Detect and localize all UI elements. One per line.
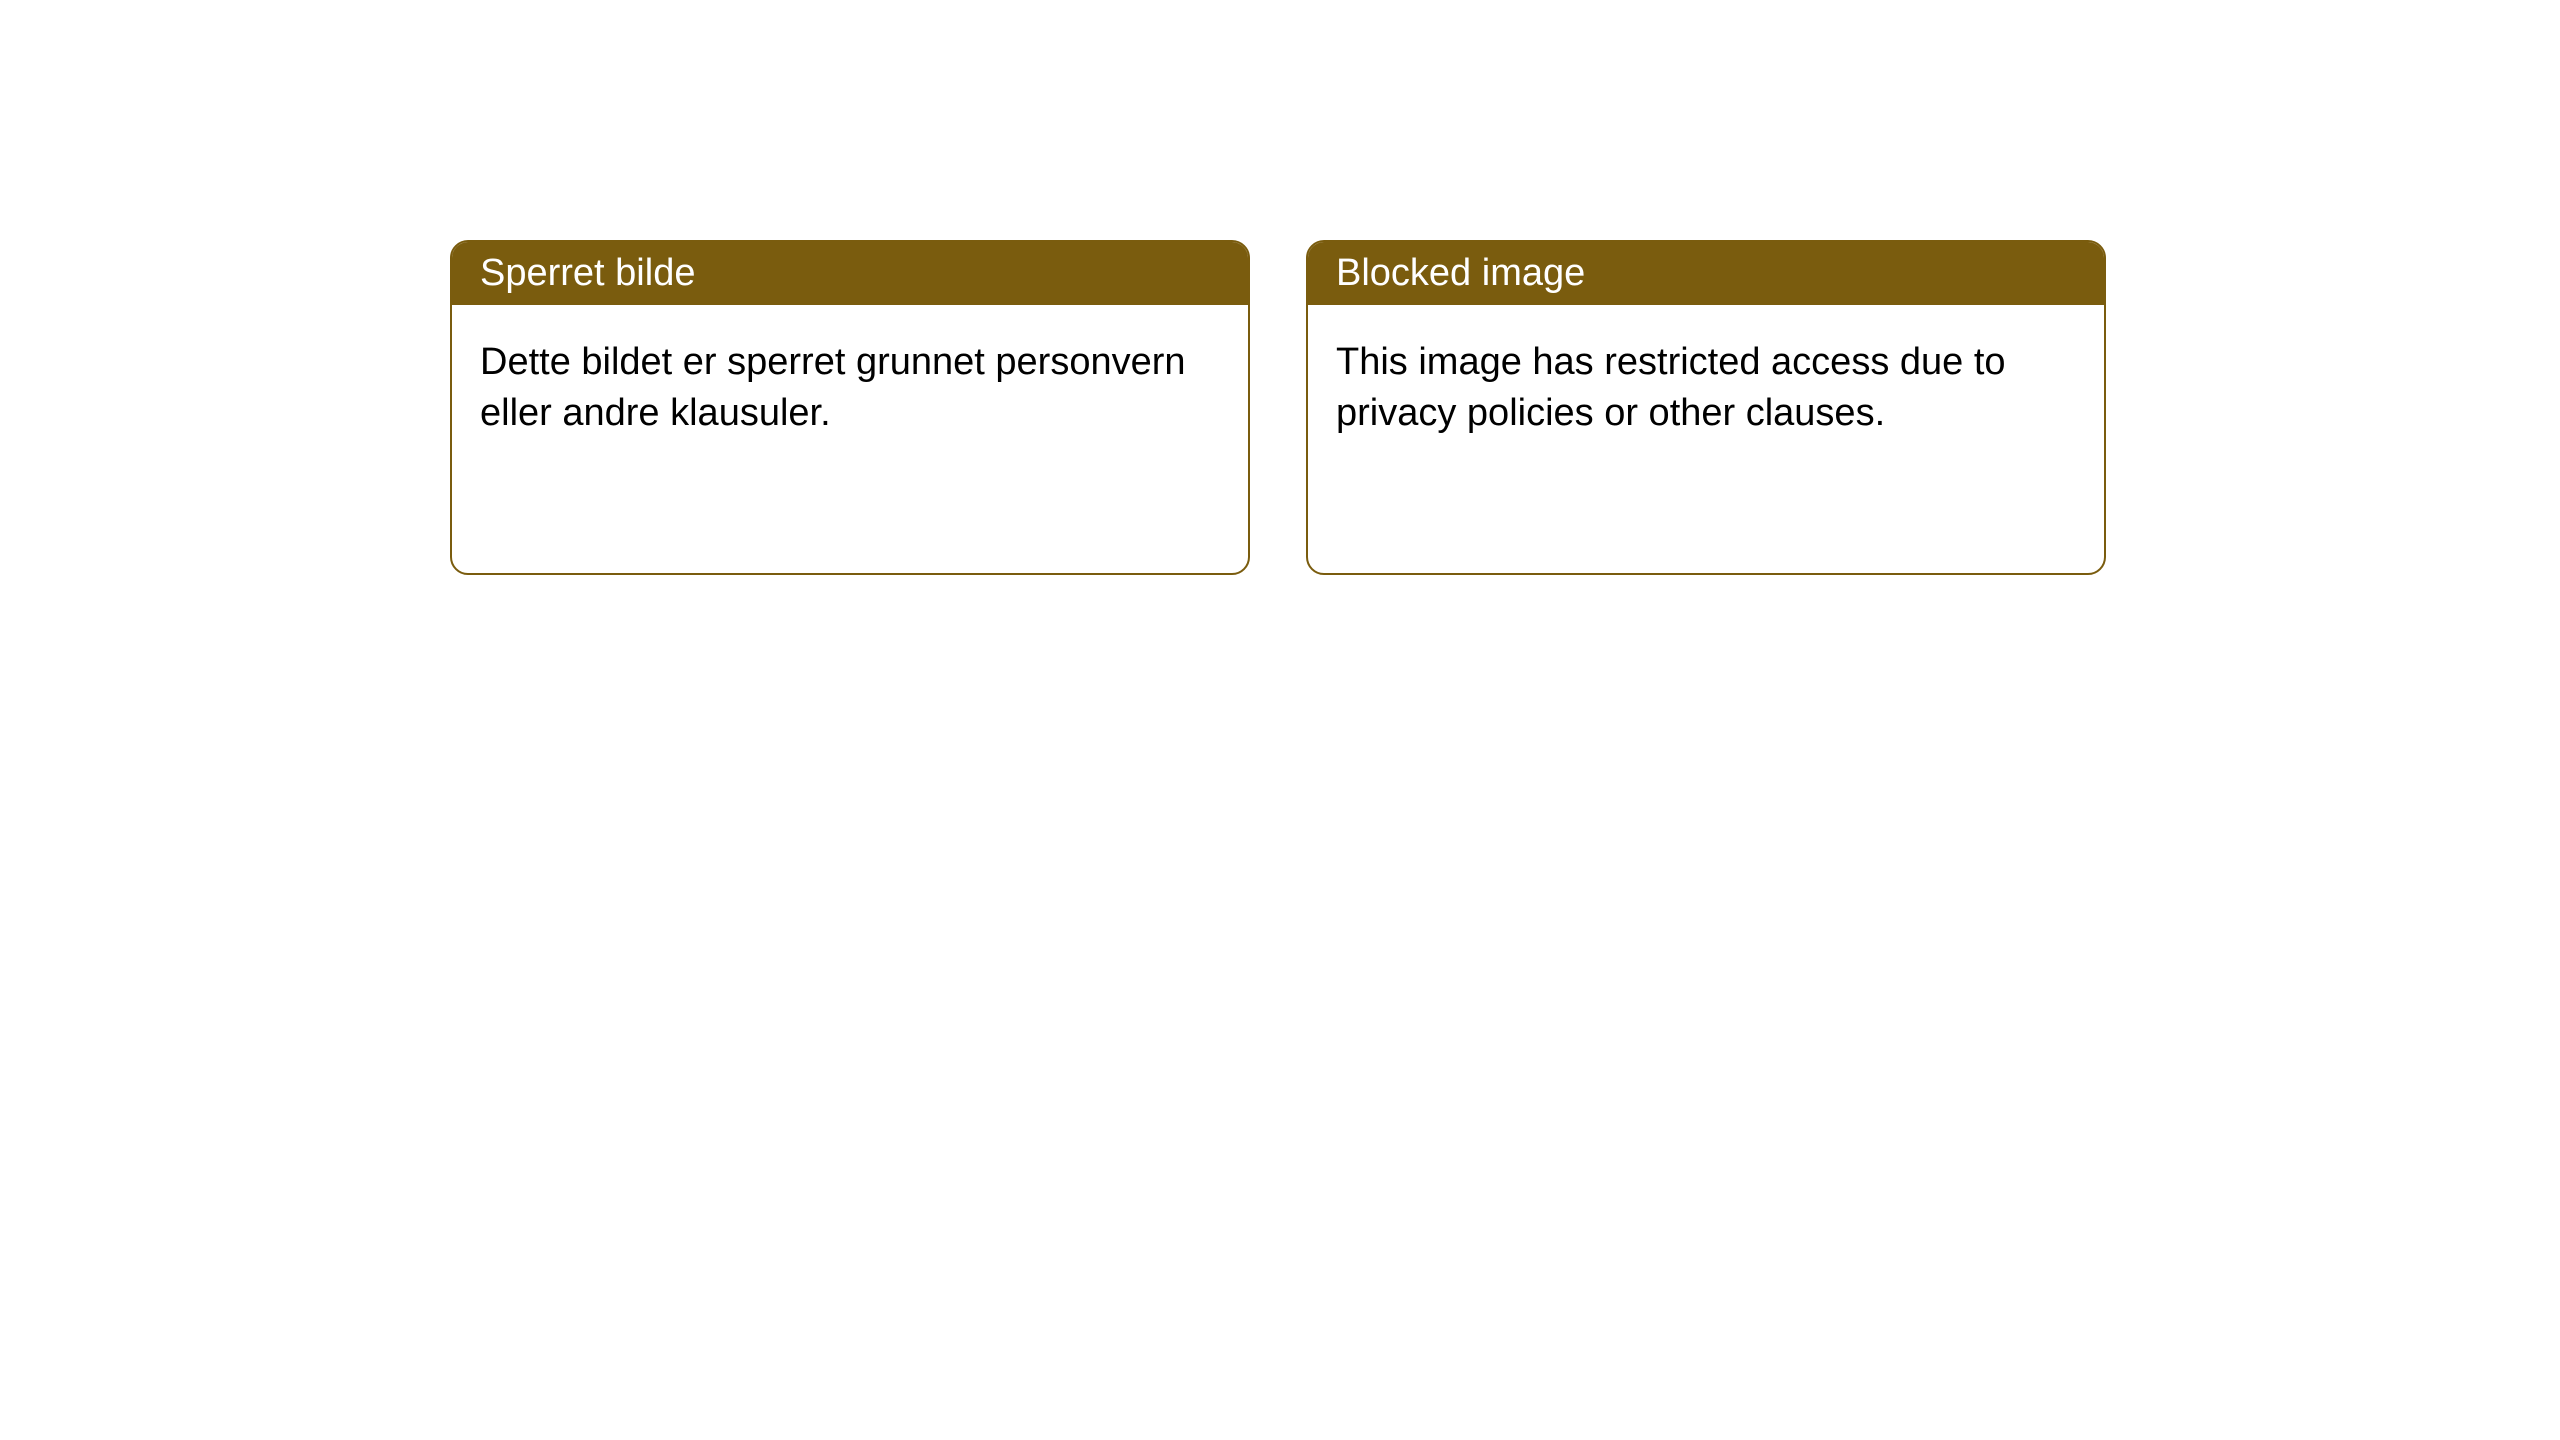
notice-container: Sperret bilde Dette bildet er sperret gr… (0, 0, 2560, 575)
notice-card-norwegian: Sperret bilde Dette bildet er sperret gr… (450, 240, 1250, 575)
notice-header: Blocked image (1308, 242, 2104, 305)
notice-header: Sperret bilde (452, 242, 1248, 305)
notice-card-english: Blocked image This image has restricted … (1306, 240, 2106, 575)
notice-body: This image has restricted access due to … (1308, 305, 2104, 472)
notice-body: Dette bildet er sperret grunnet personve… (452, 305, 1248, 472)
